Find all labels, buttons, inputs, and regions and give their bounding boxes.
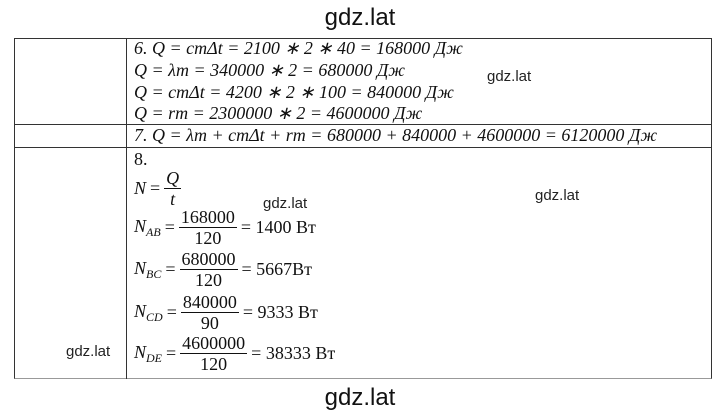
symbol: NAB: [134, 215, 161, 239]
equals-sign: =: [165, 259, 176, 279]
numerator: 680000: [179, 249, 238, 270]
watermark: gdz.lat: [487, 68, 532, 85]
result: = 1400 Вт: [240, 217, 316, 237]
fraction-formula: NAB = 168000 120 = 1400 Вт: [134, 207, 316, 248]
equals-sign: =: [164, 217, 175, 237]
watermark: gdz.lat: [66, 343, 111, 360]
formula-line: 6. Q = cmΔt = 2100 ∗ 2 ∗ 40 = 168000 Дж: [134, 38, 463, 58]
fraction-formula: NBC = 680000 120 = 5667Вт: [134, 249, 312, 290]
formula-line: Q = cmΔt = 4200 ∗ 2 ∗ 100 = 840000 Дж: [134, 82, 454, 102]
watermark: gdz.lat: [263, 195, 308, 212]
symbol: NCD: [134, 300, 163, 324]
subscript: CD: [146, 309, 163, 324]
formula-line: 7. Q = λm + cmΔt + rm = 680000 + 840000 …: [134, 125, 658, 145]
fraction-formula: NCD = 840000 90 = 9333 Вт: [134, 292, 318, 333]
equals-sign: =: [166, 302, 177, 322]
result: = 5667Вт: [241, 259, 313, 279]
numerator: Q: [164, 168, 182, 189]
symbol: NBC: [134, 257, 162, 281]
fraction: 680000 120: [179, 249, 238, 290]
subscript: AB: [146, 224, 161, 239]
formula-line: Q = λm = 340000 ∗ 2 = 680000 Дж: [134, 60, 406, 80]
column-divider: [126, 38, 127, 379]
equals-sign: =: [166, 343, 177, 363]
step-label: 8.: [134, 149, 148, 169]
table-frame: [14, 38, 712, 379]
numerator: 168000: [178, 207, 237, 228]
subscript: BC: [146, 266, 162, 281]
row-divider: [14, 147, 712, 148]
fraction: 168000 120: [178, 207, 237, 248]
denominator: t: [170, 189, 176, 209]
watermark: gdz.lat: [535, 187, 580, 204]
fraction-formula: NDE = 4600000 120 = 38333 Вт: [134, 333, 335, 374]
symbol: N: [134, 178, 147, 198]
numerator: 840000: [180, 292, 239, 313]
fraction: 840000 90: [180, 292, 239, 333]
fraction: 4600000 120: [180, 333, 248, 374]
equals-sign: =: [150, 178, 161, 198]
result: = 38333 Вт: [251, 343, 336, 363]
denominator: 120: [195, 270, 223, 290]
result: = 9333 Вт: [242, 302, 318, 322]
numerator: 4600000: [180, 333, 248, 354]
header-title: gdz.lat: [324, 4, 396, 31]
symbol: NDE: [134, 341, 163, 365]
formula-line: Q = rm = 2300000 ∗ 2 = 4600000 Дж: [134, 103, 423, 123]
denominator: 120: [200, 354, 228, 374]
row-divider: [14, 124, 712, 125]
denominator: 90: [200, 313, 219, 333]
subscript: DE: [146, 350, 163, 365]
denominator: 120: [194, 228, 222, 248]
footer-text: gdz.lat: [324, 384, 396, 411]
